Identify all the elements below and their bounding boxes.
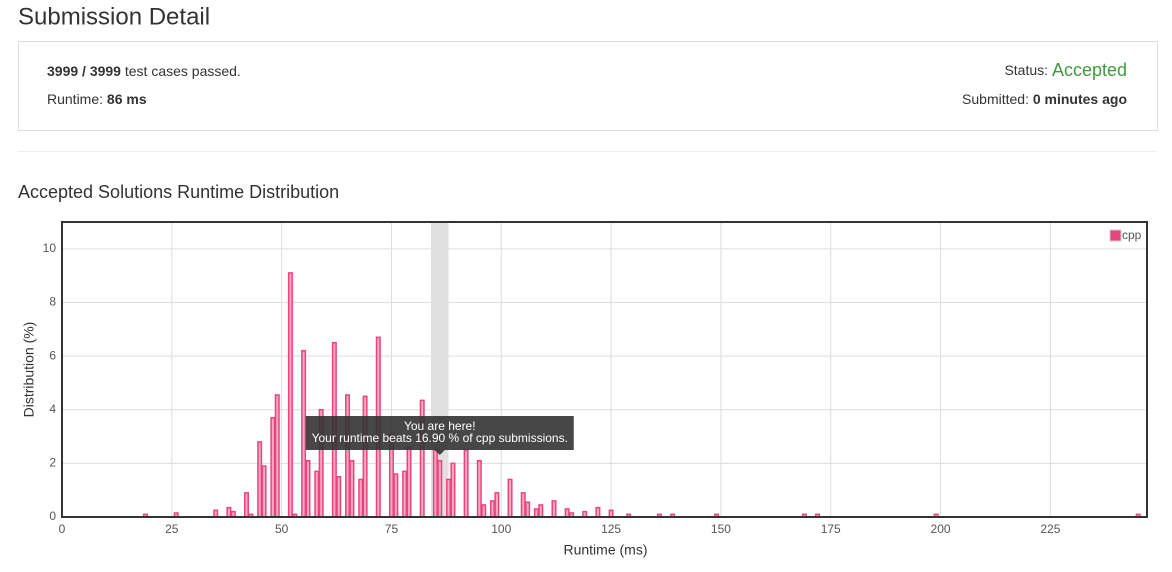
x-tick-label: 25 — [165, 522, 179, 536]
bar — [551, 500, 557, 518]
bar — [336, 476, 342, 518]
submitted-label: Submitted: — [962, 91, 1029, 107]
bar — [481, 504, 487, 518]
plot-bg — [62, 222, 1147, 517]
x-tick-label: 75 — [385, 522, 399, 536]
cases-label: test cases passed. — [125, 63, 241, 79]
x-axis-label: Runtime (ms) — [563, 542, 647, 558]
bar — [525, 501, 531, 518]
bar — [608, 509, 614, 518]
bar — [358, 478, 364, 518]
x-tick-label: 175 — [821, 522, 841, 536]
x-tick-label: 100 — [491, 522, 511, 536]
y-tick-label: 8 — [49, 295, 56, 309]
bar — [446, 478, 452, 518]
tooltip-box — [305, 416, 574, 450]
y-tick-label: 0 — [49, 509, 56, 523]
x-tick-label: 150 — [711, 522, 731, 536]
bar — [287, 272, 293, 518]
y-tick-label: 4 — [49, 402, 56, 416]
bar — [450, 462, 456, 518]
y-tick-label: 6 — [49, 348, 56, 362]
bar — [402, 470, 408, 518]
submitted-value: 0 minutes ago — [1033, 91, 1127, 107]
bar — [243, 492, 250, 518]
runtime-label: Runtime: — [47, 91, 103, 107]
plot-frame — [61, 221, 1148, 518]
bar — [595, 506, 601, 518]
section-title: Accepted Solutions Runtime Distribution — [18, 182, 339, 202]
bar — [270, 417, 276, 518]
y-axis-label: Distribution (%) — [21, 322, 37, 418]
bar — [538, 504, 544, 518]
bar — [533, 508, 539, 518]
bar — [305, 459, 311, 518]
status-label: Status: — [1004, 62, 1048, 78]
legend-label: cpp — [1122, 228, 1142, 242]
bar — [261, 465, 267, 518]
summary-box — [18, 41, 1158, 131]
page-title: Submission Detail — [18, 3, 210, 30]
bar — [393, 473, 399, 518]
x-tick-label: 225 — [1040, 522, 1060, 536]
bar — [494, 492, 500, 518]
bar — [226, 506, 232, 518]
bar — [314, 470, 320, 518]
tooltip: You are here!Your runtime beats 16.90 % … — [305, 416, 574, 455]
runtime-value: 86 ms — [107, 91, 147, 107]
x-tick-label: 200 — [931, 522, 951, 536]
bar — [349, 459, 355, 518]
x-tick-label: 50 — [275, 522, 289, 536]
bar — [520, 492, 526, 518]
tooltip-pointer — [434, 450, 445, 455]
tooltip-text: You are here! — [404, 419, 476, 433]
bar — [406, 446, 412, 518]
status-value[interactable]: Accepted — [1052, 60, 1127, 80]
y-tick-label: 10 — [43, 241, 57, 255]
bar — [257, 441, 263, 518]
bar — [489, 500, 495, 518]
bar — [564, 508, 570, 518]
bar — [274, 394, 280, 518]
bar — [437, 459, 443, 518]
bar — [432, 449, 438, 518]
cases-count: 3999 / 3999 — [47, 63, 121, 79]
legend-swatch — [1109, 229, 1122, 242]
bar — [362, 395, 368, 518]
x-tick-label: 125 — [601, 522, 621, 536]
bar — [345, 394, 351, 518]
bar — [301, 349, 307, 518]
status: Status: Accepted — [1004, 60, 1127, 80]
bar — [463, 449, 469, 518]
bar — [507, 478, 513, 518]
y-tick-label: 2 — [49, 456, 56, 470]
bar — [213, 509, 219, 518]
tooltip-text: Your runtime beats 16.90 % of cpp submis… — [312, 431, 568, 445]
bar — [476, 459, 482, 518]
submitted: Submitted: 0 minutes ago — [962, 91, 1127, 107]
chart: 0 25 50 75 100 125 150 175 200 225 0 2 4 6 8 10 cpp Runti… — [21, 221, 1148, 558]
x-tick-label: 0 — [59, 522, 66, 536]
cases: 3999 / 3999 test cases passed. — [47, 63, 241, 79]
runtime: Runtime: 86 ms — [47, 91, 147, 107]
